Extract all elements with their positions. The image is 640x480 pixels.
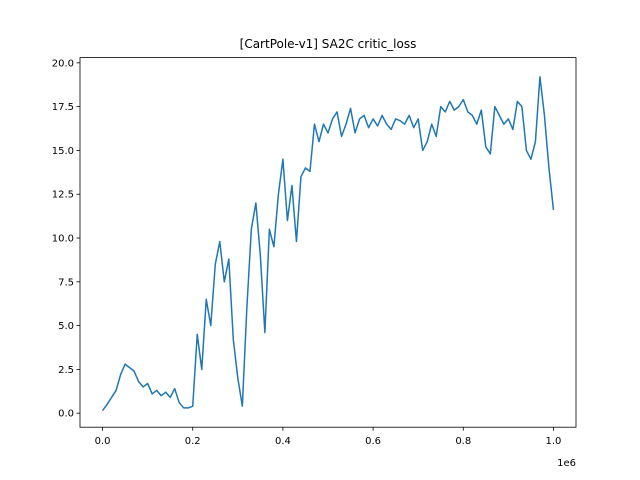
plot-area: 0.0 0.2 0.4 0.6 0.8 1.0 0.0 2.5 5.0 7.5 10.0 12.5 15… <box>52 58 562 447</box>
axes-frame <box>79 57 577 428</box>
x-offset-label: 1e6 <box>557 458 576 469</box>
y-tick-label: 7.5 <box>58 277 74 288</box>
x-tick-label: 1.0 <box>546 436 562 447</box>
y-tick-label: 10.0 <box>52 234 74 245</box>
y-tick-label: 0.0 <box>58 409 74 420</box>
x-tick-label: 0.2 <box>185 436 201 447</box>
x-tick-label: 0.4 <box>275 436 291 447</box>
chart-title: [CartPole-v1] SA2C critic_loss <box>240 37 417 51</box>
data-line <box>101 76 555 412</box>
y-tick-label: 2.5 <box>58 365 74 376</box>
x-tick-label: 0.6 <box>365 436 381 447</box>
y-tick-label: 12.5 <box>52 190 74 201</box>
y-tick-label: 5.0 <box>58 321 74 332</box>
x-tick-label: 0.0 <box>95 436 111 447</box>
y-tick-label: 17.5 <box>52 102 74 113</box>
y-tick-label: 15.0 <box>52 146 74 157</box>
y-tick-label: 20.0 <box>52 58 74 69</box>
x-tick-label: 0.8 <box>455 436 471 447</box>
